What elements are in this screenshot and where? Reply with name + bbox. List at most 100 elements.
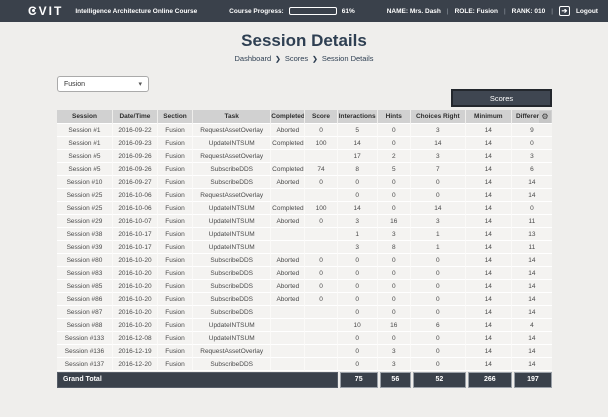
chevron-right-icon: ❯ — [312, 56, 318, 63]
table-row[interactable]: Session #39 2016-10-17 Fusion UpdateINTS… — [57, 241, 552, 254]
session-cell: Session #1 — [57, 137, 113, 150]
table-row[interactable]: Session #29 2016-10-07 Fusion UpdateINTS… — [57, 215, 552, 228]
choices-right-cell: 14 — [410, 202, 466, 215]
completed-cell — [271, 358, 306, 371]
col-header-interactions[interactable]: Interactions — [337, 110, 378, 124]
col-header-task[interactable]: Task — [193, 110, 272, 124]
table-row[interactable]: Session #25 2016-10-06 Fusion UpdateINTS… — [57, 202, 552, 215]
task-cell: RequestAssetOverlay — [193, 150, 272, 163]
controls-row: Fusion ▾ Scores — [0, 63, 608, 110]
table-row[interactable]: Session #1 2016-09-23 Fusion UpdateINTSU… — [57, 137, 552, 150]
choices-right-cell: 1 — [410, 228, 466, 241]
breadcrumb-scores[interactable]: Scores — [284, 54, 309, 63]
page-title: Session Details — [241, 31, 367, 50]
hints-cell: 0 — [377, 293, 411, 306]
datetime-cell: 2016-09-26 — [112, 163, 158, 176]
datetime-cell: 2016-10-17 — [112, 241, 158, 254]
col-header-section[interactable]: Section — [157, 110, 194, 124]
col-header-minimum[interactable]: Minimum — [465, 110, 512, 124]
minimum-cell: 14 — [465, 124, 512, 137]
logo-eye-dot-icon — [31, 8, 35, 12]
datetime-cell: 2016-12-08 — [112, 332, 158, 345]
task-cell: SubscribeDDS — [193, 280, 272, 293]
task-cell: UpdateINTSUM — [193, 332, 272, 345]
choices-right-cell: 0 — [410, 358, 466, 371]
interactions-cell: 1 — [337, 228, 378, 241]
col-header-session[interactable]: Session — [57, 110, 113, 124]
table-row[interactable]: Session #86 2016-10-20 Fusion SubscribeD… — [57, 293, 552, 306]
table-row[interactable]: Session #10 2016-09-27 Fusion SubscribeD… — [57, 176, 552, 189]
datetime-cell: 2016-10-20 — [112, 280, 158, 293]
table-row[interactable]: Session #1 2016-09-22 Fusion RequestAsse… — [57, 124, 552, 137]
completed-cell — [271, 332, 306, 345]
completed-cell: Aborted — [271, 254, 306, 267]
hints-cell: 3 — [377, 358, 411, 371]
column-settings-icon[interactable]: ⚙ — [539, 111, 551, 123]
interactions-cell: 14 — [337, 137, 378, 150]
table-row[interactable]: Session #80 2016-10-20 Fusion SubscribeD… — [57, 254, 552, 267]
col-header-score[interactable]: Score — [305, 110, 338, 124]
breadcrumb-dashboard[interactable]: Dashboard — [234, 54, 272, 63]
grand-total-interactions: 75 — [339, 372, 378, 388]
col-header-choices-right[interactable]: Choices Right — [410, 110, 466, 124]
minimum-cell: 14 — [465, 202, 512, 215]
section-cell: Fusion — [157, 137, 194, 150]
col-header-hints[interactable]: Hints — [377, 110, 411, 124]
scores-button[interactable]: Scores — [451, 89, 552, 107]
task-cell: RequestAssetOverlay — [193, 124, 272, 137]
col-header-completed[interactable]: Completed — [271, 110, 306, 124]
interactions-cell: 0 — [337, 345, 378, 358]
datetime-cell: 2016-09-23 — [112, 137, 158, 150]
choices-right-cell: 3 — [410, 215, 466, 228]
difference-cell: 6 — [511, 163, 552, 176]
completed-cell — [271, 306, 306, 319]
choices-right-cell: 1 — [410, 241, 466, 254]
grand-total-difference: 197 — [513, 372, 552, 388]
table-row[interactable]: Session #83 2016-10-20 Fusion SubscribeD… — [57, 267, 552, 280]
table-body: Session #1 2016-09-22 Fusion RequestAsse… — [57, 124, 552, 371]
minimum-cell: 14 — [465, 267, 512, 280]
choices-right-cell: 0 — [410, 345, 466, 358]
task-cell: RequestAssetOverlay — [193, 189, 272, 202]
session-cell: Session #87 — [57, 306, 113, 319]
table-row[interactable]: Session #38 2016-10-17 Fusion UpdateINTS… — [57, 228, 552, 241]
logout-button[interactable]: Logout — [575, 7, 598, 15]
completed-cell: Aborted — [271, 267, 306, 280]
col-header-datetime[interactable]: Date/Time — [112, 110, 158, 124]
logout-icon[interactable]: ➔ — [558, 6, 570, 16]
table-row[interactable]: Session #85 2016-10-20 Fusion SubscribeD… — [57, 280, 552, 293]
table-row[interactable]: Session #5 2016-09-26 Fusion RequestAsse… — [57, 150, 552, 163]
session-cell: Session #5 — [57, 150, 113, 163]
session-cell: Session #38 — [57, 228, 113, 241]
table-row[interactable]: Session #137 2016-12-20 Fusion Subscribe… — [57, 358, 552, 371]
table-row[interactable]: Session #25 2016-10-06 Fusion RequestAss… — [57, 189, 552, 202]
interactions-cell: 0 — [337, 358, 378, 371]
section-filter-select[interactable]: Fusion ▾ — [57, 76, 149, 92]
task-cell: SubscribeDDS — [193, 176, 272, 189]
task-cell: UpdateINTSUM — [193, 319, 272, 332]
table-row[interactable]: Session #87 2016-10-20 Fusion SubscribeD… — [57, 306, 552, 319]
datetime-cell: 2016-10-20 — [112, 267, 158, 280]
difference-cell: 14 — [511, 189, 552, 202]
section-cell: Fusion — [157, 267, 194, 280]
completed-cell — [271, 241, 306, 254]
table-row[interactable]: Session #136 2016-12-19 Fusion RequestAs… — [57, 345, 552, 358]
table-row[interactable]: Session #5 2016-09-26 Fusion SubscribeDD… — [57, 163, 552, 176]
interactions-cell: 17 — [337, 150, 378, 163]
section-cell: Fusion — [157, 280, 194, 293]
task-cell: SubscribeDDS — [193, 163, 272, 176]
interactions-cell: 0 — [337, 293, 378, 306]
score-cell: 0 — [305, 254, 338, 267]
completed-cell — [271, 345, 306, 358]
minimum-cell: 14 — [465, 358, 512, 371]
section-filter-value: Fusion — [64, 80, 86, 88]
table-row[interactable]: Session #133 2016-12-08 Fusion UpdateINT… — [57, 332, 552, 345]
session-cell: Session #25 — [57, 202, 113, 215]
hints-cell: 0 — [377, 189, 411, 202]
chevron-right-icon: ❯ — [275, 56, 281, 63]
minimum-cell: 14 — [465, 137, 512, 150]
separator: | — [551, 7, 553, 15]
hints-cell: 3 — [377, 345, 411, 358]
table-row[interactable]: Session #88 2016-10-20 Fusion UpdateINTS… — [57, 319, 552, 332]
task-cell: UpdateINTSUM — [193, 137, 272, 150]
